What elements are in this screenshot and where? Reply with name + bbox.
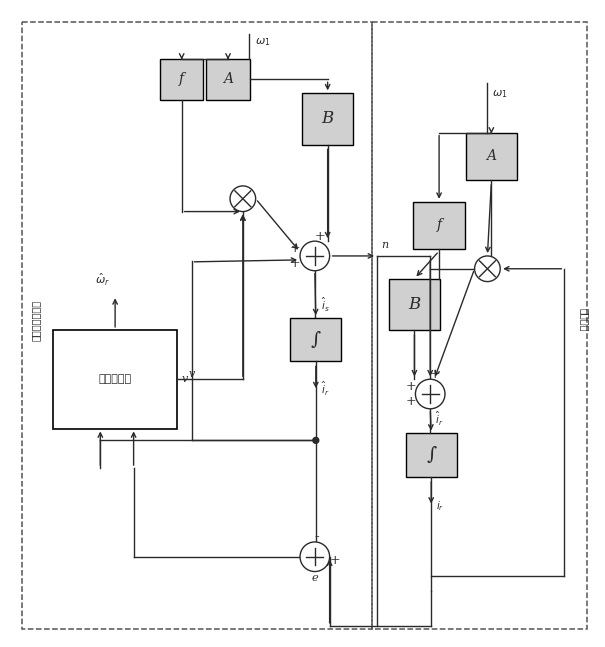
Bar: [206, 59, 250, 100]
Text: $\hat{\omega}_r$: $\hat{\omega}_r$: [95, 272, 110, 289]
Bar: [413, 202, 465, 249]
Text: -: -: [315, 530, 319, 544]
Text: $\omega_1$: $\omega_1$: [255, 36, 270, 48]
Text: 滑模观测器系统: 滑模观测器系统: [31, 300, 40, 340]
Text: A: A: [486, 149, 496, 163]
Text: 实际系统: 实际系统: [580, 309, 589, 332]
Bar: [302, 93, 353, 144]
Text: $i_r$: $i_r$: [436, 499, 445, 513]
Text: ∫: ∫: [311, 331, 321, 349]
Text: B: B: [408, 296, 420, 313]
Bar: [372, 22, 587, 629]
Text: f: f: [179, 72, 185, 87]
Text: +: +: [290, 241, 301, 254]
Text: 滑模观测器: 滑模观测器: [99, 374, 132, 384]
Text: v: v: [189, 369, 195, 379]
Text: f: f: [437, 219, 442, 232]
Text: B: B: [321, 111, 334, 127]
Text: +: +: [315, 230, 325, 243]
Text: +: +: [329, 554, 340, 567]
Bar: [290, 318, 341, 362]
Bar: [53, 330, 177, 428]
Text: $\hat{i}_r$: $\hat{i}_r$: [435, 410, 444, 428]
Text: $\hat{i}_s$: $\hat{i}_s$: [321, 296, 330, 314]
Text: $\omega_1$: $\omega_1$: [492, 88, 508, 100]
Text: e: e: [312, 573, 318, 584]
Circle shape: [474, 256, 500, 281]
Circle shape: [300, 241, 330, 270]
Text: A: A: [223, 72, 233, 87]
Text: +: +: [405, 380, 416, 393]
Text: +: +: [290, 258, 301, 270]
Bar: [22, 22, 372, 629]
Circle shape: [230, 186, 256, 212]
Text: +: +: [405, 395, 416, 408]
Text: +: +: [430, 367, 440, 381]
Circle shape: [416, 379, 445, 409]
Text: n: n: [381, 240, 388, 250]
Bar: [405, 433, 457, 477]
Circle shape: [300, 542, 330, 571]
Bar: [389, 279, 440, 330]
Text: $\hat{i}_r$: $\hat{i}_r$: [321, 380, 329, 398]
Text: v: v: [182, 374, 188, 384]
Bar: [160, 59, 203, 100]
Bar: [466, 133, 517, 180]
Circle shape: [313, 437, 319, 443]
Text: ∫: ∫: [426, 446, 436, 464]
